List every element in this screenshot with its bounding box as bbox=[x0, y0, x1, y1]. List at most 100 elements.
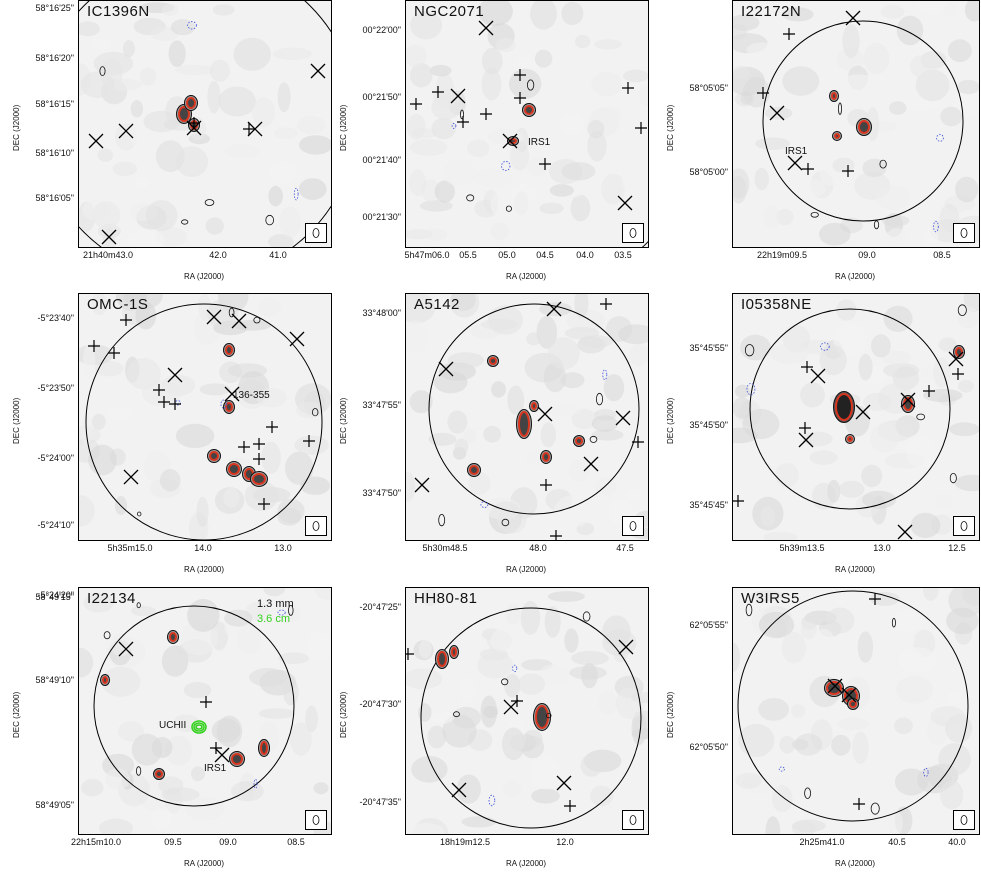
noise-patch bbox=[871, 334, 891, 358]
noise-patch bbox=[187, 598, 220, 632]
noise-patch bbox=[852, 731, 869, 764]
noise-patch bbox=[763, 531, 797, 540]
faint-contour bbox=[546, 713, 552, 719]
panel-title: OMC-1S bbox=[87, 296, 149, 313]
x-marker bbox=[546, 301, 562, 317]
noise-patch bbox=[418, 639, 432, 659]
noise-patch bbox=[447, 410, 468, 434]
faint-contour bbox=[136, 602, 141, 609]
x-tick-label: 04.5 bbox=[536, 250, 554, 260]
x-marker bbox=[118, 123, 134, 139]
noise-patch bbox=[450, 294, 476, 311]
faint-contour bbox=[501, 518, 510, 527]
noise-patch bbox=[112, 161, 137, 177]
map-i05358ne: I05358NE bbox=[732, 293, 980, 541]
faint-contour bbox=[870, 802, 880, 815]
source-label: IRS1 bbox=[785, 146, 808, 157]
noise-patch bbox=[949, 422, 979, 437]
x-axis-label: RA (J2000) bbox=[505, 859, 547, 868]
noise-patch bbox=[233, 37, 271, 71]
noise-patch bbox=[547, 591, 585, 602]
source-label: IRS1 bbox=[528, 137, 551, 148]
noise-patch bbox=[800, 382, 825, 408]
noise-patch bbox=[933, 357, 951, 388]
noise-patch bbox=[165, 735, 193, 766]
noise-patch bbox=[760, 506, 775, 527]
y-tick-label: 58°16'10" bbox=[35, 148, 74, 158]
noise-patch bbox=[256, 388, 287, 408]
faint-contour bbox=[602, 369, 608, 381]
faint-contour bbox=[103, 631, 111, 640]
noise-patch bbox=[779, 735, 796, 754]
y-tick-label: 58°16'05" bbox=[35, 193, 74, 203]
x-marker bbox=[845, 10, 861, 26]
y-tick-label: 35°45'45" bbox=[689, 500, 728, 510]
noise-patch bbox=[819, 344, 847, 376]
contour-red bbox=[231, 753, 243, 765]
y-tick-label: -5°23'50" bbox=[37, 383, 74, 393]
noise-patch bbox=[109, 633, 132, 656]
y-tick-label: -20°47'35" bbox=[359, 797, 401, 807]
noise-patch bbox=[916, 1, 948, 15]
noise-patch bbox=[906, 435, 937, 469]
y-tick-label: 58°16'25" bbox=[35, 3, 74, 13]
source-label: IRS1 bbox=[204, 763, 227, 774]
faint-contour bbox=[933, 220, 939, 233]
y-axis-label: DEC (J2000) bbox=[666, 104, 675, 151]
primary-beam-circle bbox=[737, 590, 969, 822]
y-tick-label: -5°23'40" bbox=[37, 313, 74, 323]
contour-red bbox=[225, 345, 233, 355]
y-tick-label: 58°05'05" bbox=[689, 83, 728, 93]
noise-patch bbox=[410, 62, 433, 88]
noise-patch bbox=[258, 708, 295, 719]
noise-patch bbox=[451, 706, 481, 729]
x-marker bbox=[224, 386, 240, 402]
noise-patch bbox=[964, 1, 979, 22]
noise-patch bbox=[509, 68, 542, 99]
x-tick-label: 04.0 bbox=[576, 250, 594, 260]
noise-patch bbox=[131, 733, 163, 766]
plus-marker bbox=[802, 163, 814, 175]
panel-title: I22172N bbox=[741, 3, 802, 20]
noise-patch bbox=[594, 39, 623, 50]
y-tick-label: 58°49'15" bbox=[35, 592, 74, 602]
plus-marker bbox=[564, 800, 576, 812]
noise-patch bbox=[746, 42, 780, 58]
noise-patch bbox=[313, 782, 329, 795]
x-tick-label: 48.0 bbox=[529, 543, 547, 553]
x-marker bbox=[897, 524, 913, 540]
beam-ellipse bbox=[960, 228, 968, 238]
plus-marker bbox=[622, 82, 634, 94]
x-tick-label: 47.5 bbox=[616, 543, 634, 553]
noise-patch bbox=[740, 334, 771, 361]
x-marker bbox=[101, 229, 117, 245]
faint-contour bbox=[505, 205, 512, 212]
noise-patch bbox=[836, 47, 864, 72]
noise-patch bbox=[277, 498, 305, 523]
noise-patch bbox=[547, 337, 580, 370]
noise-patch bbox=[207, 80, 221, 114]
faint-contour bbox=[804, 787, 811, 799]
noise-patch bbox=[628, 343, 648, 367]
noise-patch bbox=[473, 168, 513, 188]
noise-patch bbox=[894, 768, 928, 796]
noise-patch bbox=[297, 116, 326, 135]
noise-patch bbox=[290, 722, 312, 756]
noise-patch bbox=[185, 796, 225, 821]
noise-patch bbox=[862, 158, 887, 178]
faint-contour bbox=[936, 134, 944, 142]
noise-patch bbox=[870, 592, 900, 606]
x-axis-label: RA (J2000) bbox=[834, 565, 876, 574]
noise-patch bbox=[261, 441, 281, 474]
y-tick-label: 33°47'50" bbox=[362, 488, 401, 498]
noise-patch bbox=[79, 21, 100, 37]
noise-patch bbox=[294, 435, 329, 455]
noise-patch bbox=[733, 65, 750, 79]
noise-patch bbox=[149, 26, 179, 42]
noise-patch bbox=[776, 209, 794, 226]
noise-patch bbox=[566, 309, 605, 332]
faint-contour bbox=[220, 399, 228, 409]
noise-patch bbox=[909, 648, 922, 671]
map-image bbox=[406, 294, 648, 540]
contour-red bbox=[831, 92, 837, 100]
